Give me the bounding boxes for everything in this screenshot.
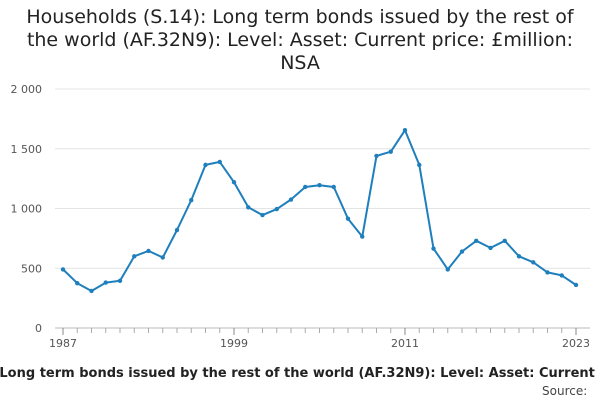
data-point[interactable] [431, 246, 436, 251]
data-point[interactable] [388, 149, 393, 154]
data-point[interactable] [217, 159, 222, 165]
data-point[interactable] [132, 254, 137, 259]
data-point[interactable] [573, 282, 579, 288]
x-axis: 1987 1999 2011 2023 [49, 327, 590, 350]
data-point[interactable] [246, 205, 251, 210]
y-tick-label: 1 000 [11, 203, 43, 216]
data-point[interactable] [374, 153, 379, 159]
data-point[interactable] [117, 278, 123, 283]
data-point[interactable] [203, 162, 208, 168]
data-point[interactable] [531, 260, 536, 265]
x-tick-label: 2011 [391, 337, 419, 350]
data-point[interactable] [189, 197, 194, 203]
chart-title: Households (S.14): Long term bonds issue… [26, 6, 574, 74]
x-tick-label: 1987 [49, 337, 77, 350]
data-point[interactable] [89, 288, 94, 294]
data-point[interactable] [559, 273, 564, 278]
data-point[interactable] [60, 267, 66, 272]
data-point[interactable] [545, 270, 550, 275]
source-label: Source: [542, 384, 588, 398]
data-point[interactable] [331, 184, 336, 190]
data-point[interactable] [174, 227, 180, 233]
data-point[interactable] [445, 267, 450, 272]
data-point[interactable] [516, 254, 522, 259]
data-point[interactable] [417, 162, 422, 168]
data-point[interactable] [274, 206, 279, 212]
y-tick-label: 2 000 [11, 83, 43, 96]
x-tick-label: 1999 [220, 337, 248, 350]
data-point[interactable] [288, 197, 294, 202]
y-tick-label: 0 [35, 322, 42, 335]
data-point[interactable] [488, 245, 493, 251]
data-points [60, 128, 579, 294]
data-point[interactable] [103, 280, 108, 285]
data-point[interactable] [303, 184, 308, 190]
x-axis-label: Households (S.14): Long term bonds issue… [0, 366, 600, 381]
data-point[interactable] [502, 238, 507, 243]
series-line [62, 129, 577, 292]
y-axis-ticks: 0 500 1 000 1 500 2 000 [11, 83, 43, 335]
data-point[interactable] [402, 128, 408, 133]
gridlines [55, 88, 590, 269]
data-point[interactable] [260, 212, 265, 218]
data-point[interactable] [459, 249, 465, 254]
data-point[interactable] [360, 234, 365, 239]
y-tick-label: 500 [21, 262, 42, 275]
data-point[interactable] [231, 180, 237, 185]
x-tick-label: 2023 [562, 337, 590, 350]
series-path [62, 129, 577, 292]
data-point[interactable] [345, 216, 351, 221]
y-tick-label: 1 500 [11, 143, 43, 156]
data-point[interactable] [317, 182, 322, 188]
data-point[interactable] [75, 280, 80, 286]
data-point[interactable] [146, 248, 151, 254]
data-point[interactable] [474, 238, 479, 243]
data-point[interactable] [160, 255, 165, 260]
